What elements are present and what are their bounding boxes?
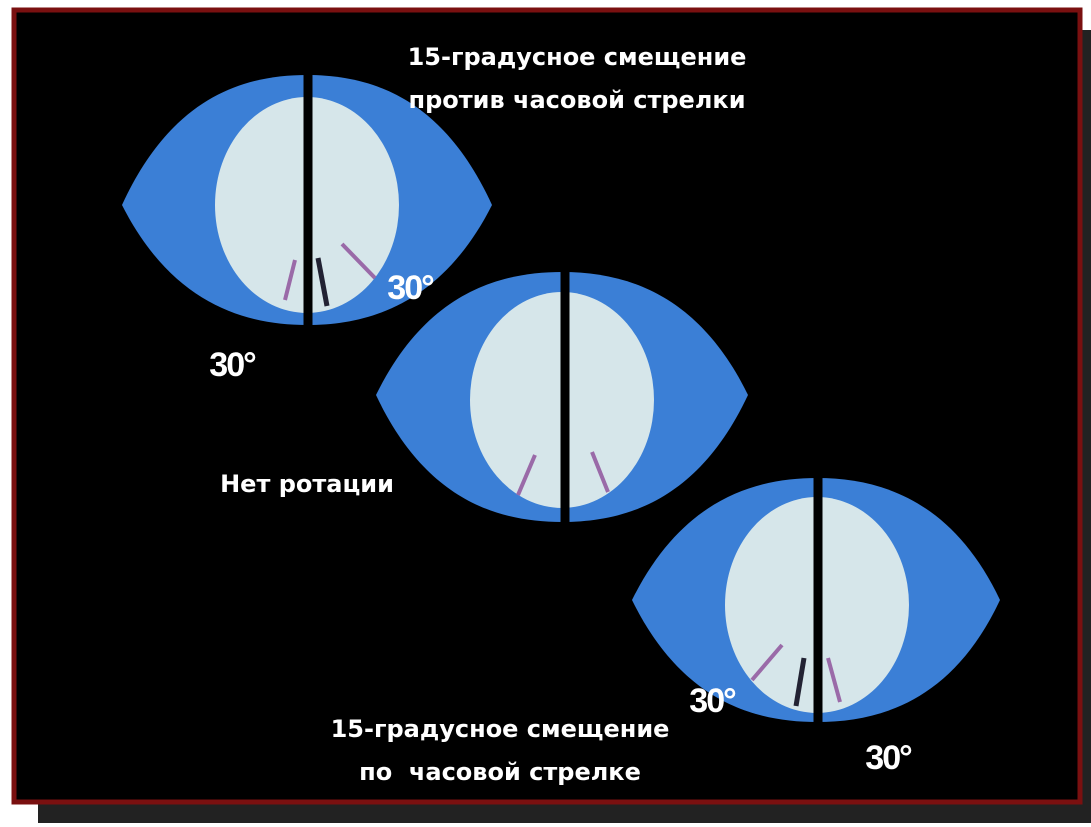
bottom-label: по часовой стрелке <box>359 758 641 786</box>
top-label: 15-градусное смещение <box>408 43 747 71</box>
bottom-label: 15-градусное смещение <box>331 715 670 743</box>
middle-label: Нет ротации <box>220 470 394 498</box>
page: 15-градусное смещение против часовой стр… <box>0 0 1091 823</box>
top-label: против часовой стрелки <box>408 86 745 114</box>
angle-label: 30° <box>689 682 736 720</box>
angle-label: 30° <box>209 346 256 384</box>
angle-label: 30° <box>387 269 434 307</box>
angle-label: 30° <box>865 739 912 777</box>
diagram: 15-градусное смещение против часовой стр… <box>0 0 1091 823</box>
